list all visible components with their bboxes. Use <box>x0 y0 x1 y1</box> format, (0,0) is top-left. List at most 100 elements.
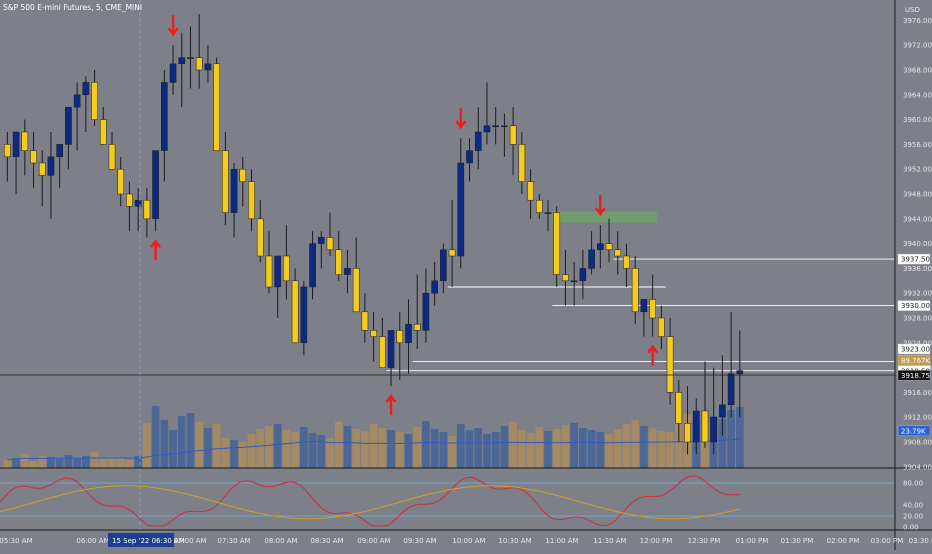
candle-body[interactable] <box>73 94 81 108</box>
candle-body[interactable] <box>291 280 299 344</box>
candle-body[interactable] <box>352 268 360 313</box>
volume-bar <box>666 432 674 468</box>
candle-body[interactable] <box>710 416 717 443</box>
candle-body[interactable] <box>509 125 517 145</box>
candle-body[interactable] <box>274 255 281 288</box>
candle-body[interactable] <box>658 317 665 337</box>
candle-body[interactable] <box>265 255 273 288</box>
candle-body[interactable] <box>440 249 447 282</box>
candle-body[interactable] <box>501 125 508 128</box>
candle-body[interactable] <box>649 299 656 319</box>
candle-body[interactable] <box>396 330 404 344</box>
candle-body[interactable] <box>684 423 691 443</box>
candle-body[interactable] <box>605 243 613 251</box>
candle-body[interactable] <box>562 274 569 282</box>
candle-body[interactable] <box>117 168 125 195</box>
price-label-text: 89.767K <box>901 357 930 365</box>
candle-body[interactable] <box>4 144 11 158</box>
candle-body[interactable] <box>492 125 499 128</box>
candle-body[interactable] <box>623 255 630 269</box>
candle-body[interactable] <box>483 125 491 133</box>
candle-body[interactable] <box>108 144 116 170</box>
time-axis[interactable]: 05:30 AM 06:00 AM 07:00 AM 07:30 AM 08:00 AM… <box>0 537 932 545</box>
candle-body[interactable] <box>448 249 456 257</box>
candle-body[interactable] <box>256 218 264 257</box>
candle-body[interactable] <box>134 199 142 207</box>
candle-body[interactable] <box>143 199 151 220</box>
candle-body[interactable] <box>30 150 37 164</box>
candle-body[interactable] <box>169 63 177 83</box>
candle-body[interactable] <box>126 193 133 207</box>
candle-body[interactable] <box>370 330 377 337</box>
candle-body[interactable] <box>152 150 159 220</box>
candle-body[interactable] <box>553 212 561 275</box>
candle-body[interactable] <box>38 162 46 176</box>
candle-body[interactable] <box>300 286 308 344</box>
candle-body[interactable] <box>161 82 168 151</box>
candle-body[interactable] <box>666 336 674 393</box>
candle-body[interactable] <box>379 336 386 368</box>
candle-body[interactable] <box>65 106 72 145</box>
candle-body[interactable] <box>317 237 325 244</box>
candle-body[interactable] <box>56 144 63 158</box>
price-axis[interactable]: 3976.00 3972.00 3968.00 3964.00 3960.00 3956.… <box>903 17 932 471</box>
candle-body[interactable] <box>579 268 587 282</box>
candle-body[interactable] <box>326 237 334 251</box>
candle-body[interactable] <box>405 323 412 344</box>
candle-body[interactable] <box>727 373 735 406</box>
candle-body[interactable] <box>570 280 578 283</box>
candle-body[interactable] <box>12 131 20 158</box>
candle-body[interactable] <box>187 57 194 59</box>
price-tick-label: 3908.00 <box>903 439 932 447</box>
candle-body[interactable] <box>466 150 473 164</box>
candle-body[interactable] <box>588 249 595 269</box>
candle-body[interactable] <box>413 323 421 331</box>
candle-body[interactable] <box>248 181 255 220</box>
candle-body[interactable] <box>47 156 55 176</box>
price-tick-label: 3956.00 <box>903 141 932 149</box>
volume-bar <box>483 434 491 468</box>
candle-body[interactable] <box>99 119 107 145</box>
candle-body[interactable] <box>431 280 438 294</box>
candle-body[interactable] <box>631 268 639 313</box>
price-tick-label: 3940.00 <box>903 240 932 248</box>
candle-body[interactable] <box>527 181 534 201</box>
candle-body[interactable] <box>614 249 622 257</box>
candle-body[interactable] <box>335 249 343 275</box>
candle-body[interactable] <box>692 410 700 443</box>
candle-body[interactable] <box>535 199 543 213</box>
candle-body[interactable] <box>82 82 90 96</box>
candle-body[interactable] <box>344 268 351 275</box>
candle-body[interactable] <box>361 311 369 331</box>
candle-body[interactable] <box>474 131 482 151</box>
candle-body[interactable] <box>230 168 238 213</box>
candle-body[interactable] <box>518 144 526 182</box>
candle-body[interactable] <box>283 255 290 282</box>
candle-body[interactable] <box>701 410 709 443</box>
candle-body[interactable] <box>387 330 395 368</box>
candle-body[interactable] <box>640 299 648 313</box>
candle-body[interactable] <box>544 212 552 214</box>
candle-body[interactable] <box>21 131 29 151</box>
volume-bar <box>221 438 230 468</box>
candle-body[interactable] <box>178 57 186 65</box>
candle-body[interactable] <box>204 63 212 71</box>
candle-body[interactable] <box>91 82 98 120</box>
candle-body[interactable] <box>309 243 316 288</box>
candle-body[interactable] <box>719 404 726 418</box>
volume-bar <box>73 458 81 468</box>
price-label-box <box>897 343 931 355</box>
volume-bar <box>430 429 439 468</box>
candles-layer[interactable] <box>4 14 744 455</box>
candle-body[interactable] <box>195 57 203 71</box>
candle-body[interactable] <box>239 168 247 182</box>
candle-body[interactable] <box>213 63 220 151</box>
candle-body[interactable] <box>222 150 229 213</box>
candle-body[interactable] <box>422 292 430 331</box>
candle-body[interactable] <box>597 243 604 251</box>
candle-body[interactable] <box>675 392 683 424</box>
candle-body[interactable] <box>736 370 744 375</box>
candle-body[interactable] <box>457 162 465 257</box>
